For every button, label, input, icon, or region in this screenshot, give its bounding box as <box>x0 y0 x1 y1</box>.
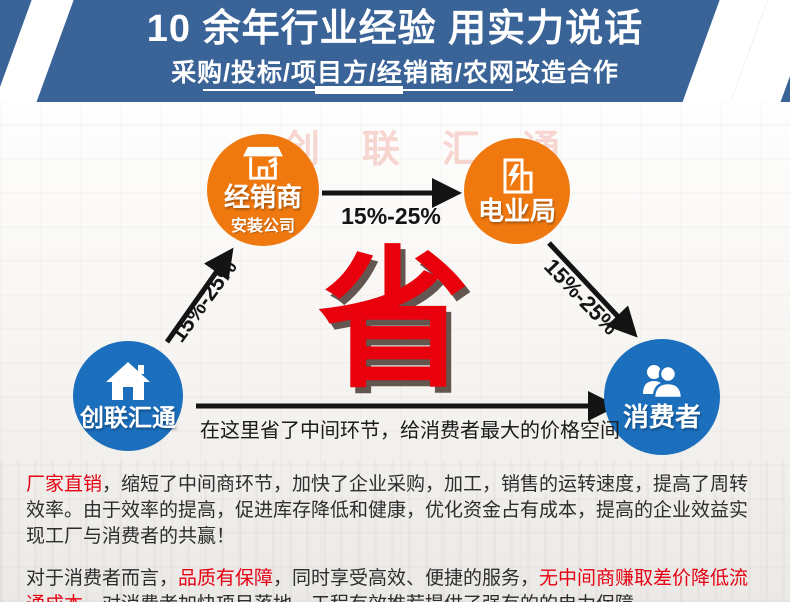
subtitle-underline-thick <box>315 86 403 94</box>
subtitle-underline <box>203 86 513 94</box>
consumers-icon <box>643 365 684 400</box>
savings-flow-diagram: 创联汇通 <box>0 102 790 460</box>
node-sublabel: 安装公司 <box>230 218 295 236</box>
node-brand: 创联汇通 <box>73 341 183 451</box>
page-subtitle: 采购/投标/项目方/经销商/农网改造合作 <box>171 58 619 87</box>
paragraph-text: ，对消费者加快项目落地，工程有效推荐提供了强有的的电力保障。 <box>83 594 653 602</box>
save-character: 省 <box>318 236 470 406</box>
arrow-label-dealer-to-bureau: 15%-25% <box>341 203 441 229</box>
node-label: 电业局 <box>477 196 556 227</box>
node-label: 消费者 <box>622 402 701 433</box>
node-power-bureau: 电业局 <box>464 138 570 244</box>
node-label: 经销商 <box>223 181 302 212</box>
highlight-no-middleman: 无中间商赚取差价降低流通成本 <box>26 567 749 602</box>
paragraph-factory-direct: 厂家直销，缩短了中间商环节，加快了企业采购，加工，销售的运转速度，提高了周转效率… <box>26 472 764 551</box>
arrow-bureau-to-consumer <box>547 241 638 338</box>
highlight-factory-direct: 厂家直销 <box>26 474 103 495</box>
header-banner: 10 余年行业经验 用实力说话 采购/投标/项目方/经销商/农网改造合作 <box>0 0 790 102</box>
highlight-quality-guarantee: 品质有保障 <box>178 567 274 589</box>
storefront-icon <box>243 146 283 180</box>
node-dealer: 经销商 安装公司 <box>207 134 319 246</box>
home-icon <box>106 362 150 401</box>
node-label: 创联汇通 <box>80 405 176 433</box>
arrow-brand-to-dealer <box>164 247 234 344</box>
page-title: 10 余年行业经验 用实力说话 <box>146 8 644 50</box>
paragraph-text: ，缩短了中间商环节，加快了企业采购，加工，销售的运转速度，提高了周转效率。由于效… <box>26 474 749 548</box>
price-caption: 在这里省了中间环节，给消费者最大的价格空间 <box>200 420 620 442</box>
paragraph-text: ，同时享受高效、便捷的服务， <box>273 567 540 589</box>
power-building-icon <box>503 158 533 194</box>
marketing-copy: 厂家直销，缩短了中间商环节，加快了企业采购，加工，销售的运转速度，提高了周转效率… <box>0 460 790 602</box>
flow-arrows <box>164 178 638 421</box>
building-photo-backdrop: 创联汇通 <box>0 102 790 602</box>
paragraph-text: 对于消费者而言， <box>26 567 179 589</box>
paragraph-consumer-benefit: 对于消费者而言，品质有保障，同时享受高效、便捷的服务，无中间商赚取差价降低流通成… <box>26 566 764 602</box>
node-consumer: 消费者 <box>604 339 720 455</box>
